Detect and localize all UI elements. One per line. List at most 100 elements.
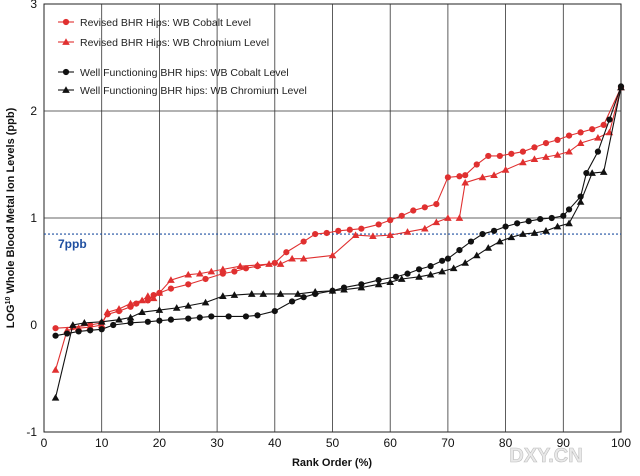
x-tick-label: 20 <box>153 436 167 450</box>
data-point <box>115 305 123 312</box>
data-point <box>247 290 256 297</box>
data-point <box>479 230 486 238</box>
data-point <box>397 275 406 282</box>
data-point <box>299 254 308 262</box>
x-tick-label: 10 <box>95 436 109 450</box>
data-point <box>80 319 89 326</box>
data-point <box>126 313 135 321</box>
legend-marker <box>62 86 70 93</box>
data-point <box>519 158 527 166</box>
x-tick-label: 70 <box>441 436 455 450</box>
data-point <box>519 148 527 155</box>
data-point <box>144 318 151 325</box>
data-point <box>207 267 216 275</box>
data-point <box>328 286 337 294</box>
series-2 <box>51 83 625 373</box>
data-point <box>496 237 504 245</box>
data-point <box>311 288 319 295</box>
data-point <box>110 321 117 329</box>
data-point <box>473 161 480 168</box>
data-point <box>444 174 451 181</box>
data-point <box>265 260 273 267</box>
data-point <box>565 147 573 155</box>
data-point <box>472 251 481 259</box>
data-point <box>553 151 562 158</box>
data-point <box>369 232 377 240</box>
reference-line-label: 7ppb <box>58 237 87 251</box>
data-point <box>312 230 319 238</box>
data-point <box>230 291 239 298</box>
data-point <box>530 229 539 236</box>
data-point <box>478 173 487 181</box>
data-point <box>253 261 262 268</box>
series-line <box>55 86 622 337</box>
data-point <box>577 129 584 136</box>
data-point <box>456 247 463 254</box>
data-point <box>340 285 348 293</box>
data-point <box>185 315 192 322</box>
data-point <box>254 312 261 319</box>
data-point <box>525 218 532 225</box>
x-tick-label: 40 <box>268 436 282 450</box>
series-1 <box>52 84 625 332</box>
x-tick-label: 80 <box>499 436 513 450</box>
data-point <box>455 214 464 221</box>
data-point <box>548 214 555 222</box>
data-point <box>242 313 250 320</box>
data-point <box>195 269 204 277</box>
data-point <box>375 276 382 284</box>
data-point <box>294 290 302 297</box>
legend-label: Well Functioning BHR hips: WB Chromium L… <box>80 85 307 97</box>
legend-marker <box>62 18 70 26</box>
data-point <box>589 126 596 133</box>
data-point <box>156 317 163 324</box>
data-point <box>271 259 278 267</box>
data-point <box>172 304 181 311</box>
data-point <box>155 306 164 313</box>
data-point <box>283 249 290 256</box>
data-point <box>52 332 59 339</box>
legend-marker <box>62 68 70 76</box>
data-point <box>398 212 405 219</box>
data-point <box>138 308 146 316</box>
data-point <box>184 301 193 309</box>
data-point <box>346 226 353 233</box>
data-point <box>502 223 509 230</box>
x-tick-label: 50 <box>326 436 340 450</box>
x-tick-label: 90 <box>557 436 571 450</box>
y-axis-title-superscript: 10 <box>5 297 12 305</box>
data-point <box>594 133 602 141</box>
data-point <box>449 264 458 272</box>
data-point <box>501 166 510 173</box>
data-point <box>600 121 607 129</box>
data-point <box>276 260 285 267</box>
legend-label: Well Functioning BHR hips: WB Cobalt Lev… <box>80 67 289 79</box>
legend-label: Revised BHR Hips: WB Cobalt Level <box>80 17 251 29</box>
data-point <box>87 327 94 334</box>
data-point <box>432 218 441 226</box>
y-tick-label: 3 <box>30 0 37 11</box>
data-point <box>231 268 238 275</box>
data-point <box>542 153 550 160</box>
data-point <box>444 255 451 262</box>
data-point <box>138 296 146 304</box>
data-point <box>52 325 59 332</box>
data-point <box>126 299 135 307</box>
data-point <box>606 116 613 123</box>
data-point <box>167 276 175 283</box>
legend: Revised BHR Hips: WB Cobalt Level Revised… <box>58 17 307 97</box>
data-point <box>335 227 342 234</box>
data-point <box>537 215 544 223</box>
data-point <box>410 207 417 214</box>
data-point <box>167 316 175 323</box>
data-point <box>149 294 158 302</box>
y-tick-label: 2 <box>30 104 37 118</box>
data-point <box>439 257 446 264</box>
data-point <box>51 393 60 401</box>
data-point <box>202 275 209 283</box>
data-point <box>375 221 382 228</box>
data-point <box>167 285 175 292</box>
data-point <box>565 206 573 213</box>
y-tick-label: 0 <box>30 318 37 332</box>
